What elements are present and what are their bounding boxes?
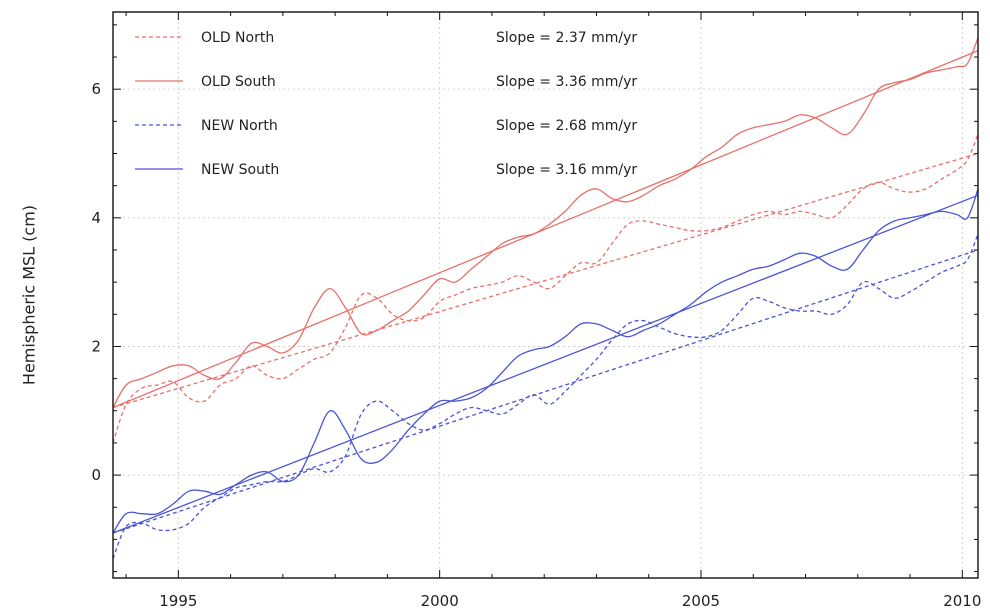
new-north-trend-line xyxy=(112,249,979,534)
x-tick-label: 1995 xyxy=(159,592,197,610)
grid xyxy=(113,12,978,578)
series-lines xyxy=(112,37,979,559)
legend-label: OLD South xyxy=(201,74,276,90)
old-north-trend-line xyxy=(112,152,979,409)
old-south-trend-line xyxy=(112,49,979,409)
y-tick-label: 0 xyxy=(91,466,101,484)
x-tick-label: 2010 xyxy=(943,592,981,610)
old-south-series-line xyxy=(112,37,979,408)
y-tick-label: 4 xyxy=(91,209,101,227)
y-tick-label: 2 xyxy=(91,337,101,355)
new-south-series-line xyxy=(112,188,979,534)
new-south-trend-line xyxy=(112,194,979,534)
legend-slope-label: Slope = 3.36 mm/yr xyxy=(496,74,637,90)
legend-slope-label: Slope = 2.37 mm/yr xyxy=(496,30,637,46)
legend-label: NEW South xyxy=(201,162,279,178)
legend-label: OLD North xyxy=(201,30,274,46)
tick-labels: 1995 2000 2005 2010 0 2 4 6 xyxy=(91,80,981,610)
legend-label: NEW North xyxy=(201,118,278,134)
x-tick-label: 2005 xyxy=(682,592,720,610)
legend-slope-label: Slope = 2.68 mm/yr xyxy=(496,118,637,134)
y-axis-label: Hemispheric MSL (cm) xyxy=(20,205,39,385)
x-tick-label: 2000 xyxy=(421,592,459,610)
legend-slope-label: Slope = 3.16 mm/yr xyxy=(496,162,637,178)
legend: OLD North Slope = 2.37 mm/yr OLD South Slop… xyxy=(135,30,637,178)
y-tick-label: 6 xyxy=(91,80,101,98)
old-north-series-line xyxy=(112,133,979,444)
plot-frame xyxy=(112,11,979,579)
trend-lines xyxy=(112,49,979,534)
